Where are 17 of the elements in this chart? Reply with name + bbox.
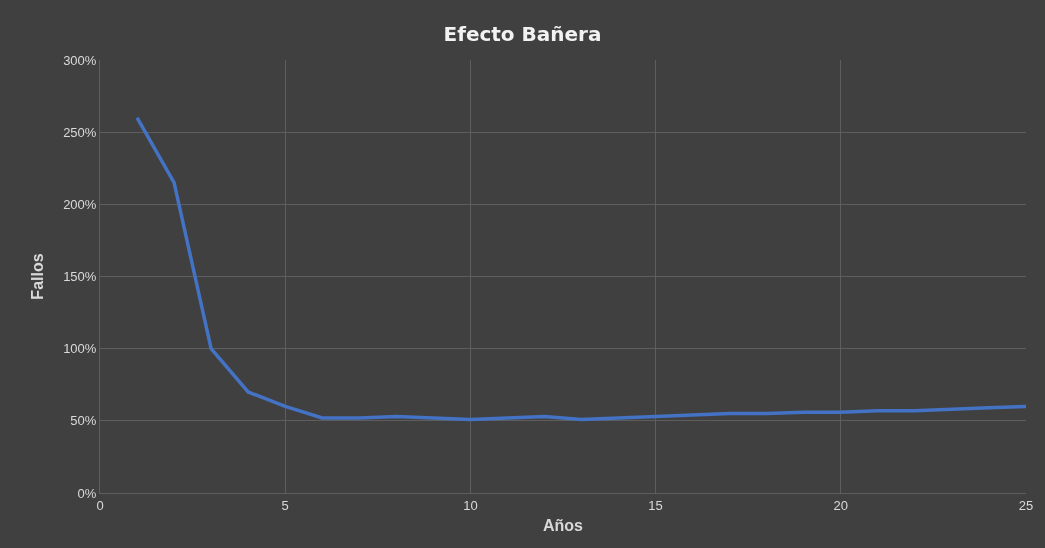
x-tick-label: 0	[96, 497, 104, 513]
y-tick-label: 150%	[63, 269, 97, 285]
x-tick-label: 25	[1018, 497, 1034, 513]
x-tick-label: 20	[833, 497, 849, 513]
chart-title: Efecto Bañera	[443, 22, 602, 47]
y-tick-label: 250%	[63, 124, 97, 140]
x-tick-label: 10	[463, 497, 478, 513]
y-tick-label: 300%	[63, 52, 97, 68]
y-tick-label: 100%	[63, 341, 97, 357]
x-axis-title: Años	[543, 517, 584, 535]
y-tick-label: 0%	[77, 485, 97, 501]
y-tick-label: 50%	[70, 413, 97, 429]
y-axis-title: Fallos	[29, 253, 47, 300]
line-series	[135, 115, 1026, 422]
x-tick-label: 5	[281, 497, 289, 513]
x-tick-label: 15	[648, 497, 663, 513]
y-tick-label: 200%	[63, 196, 97, 212]
